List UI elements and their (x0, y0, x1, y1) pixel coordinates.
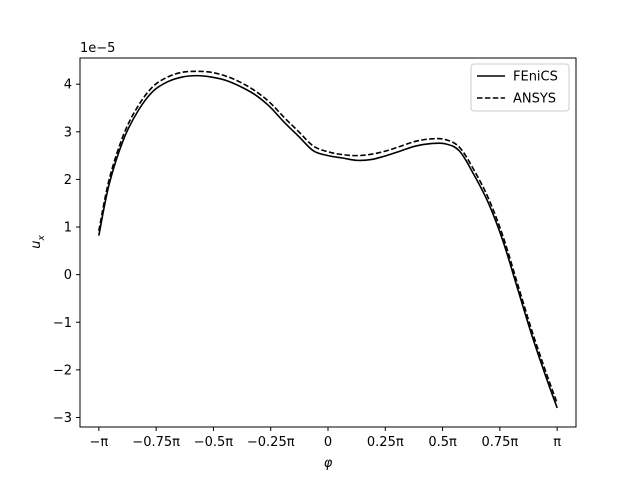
legend-label-ansys: ANSYS (513, 92, 556, 107)
x-tick-label: 0.25π (367, 435, 404, 450)
x-tick-label: 0.5π (428, 435, 457, 450)
y-tick-label: 3 (64, 125, 72, 140)
y-tick-label: −2 (53, 363, 72, 378)
x-axis-ticks: −π −0.75π −0.5π −0.25π 0 0.25π 0.5π 0.75π π (89, 427, 561, 450)
series-line-fenics (98, 74, 558, 409)
x-tick-label: −0.5π (194, 435, 234, 450)
y-tick-label: −1 (53, 316, 72, 331)
y-tick-label: −3 (53, 411, 72, 426)
x-tick-label: −π (89, 435, 108, 450)
plot-lines (98, 70, 558, 409)
x-tick-label: π (553, 435, 561, 450)
x-tick-label: −0.75π (132, 435, 180, 450)
y-axis-label-subscript: x (37, 235, 47, 242)
x-tick-label: −0.25π (247, 435, 295, 450)
y-axis-offset-label: 1e−5 (80, 41, 115, 56)
x-tick-label: 0.75π (481, 435, 518, 450)
x-axis-label: φ (324, 456, 333, 471)
series-line-ansys (98, 70, 558, 404)
legend-label-fenics: FEniCS (513, 70, 558, 85)
y-tick-label: 2 (64, 173, 72, 188)
y-tick-label: 4 (64, 78, 72, 93)
y-axis-ticks: −3 −2 −1 0 1 2 3 4 (53, 78, 80, 426)
axes-frame (79, 57, 577, 428)
y-tick-label: 0 (64, 268, 72, 283)
x-tick-label: 0 (324, 435, 332, 450)
y-axis-label: ux (29, 235, 47, 249)
y-axis-label-base: u (29, 241, 44, 249)
legend: FEniCS ANSYS (470, 63, 570, 112)
y-tick-label: 1 (64, 221, 72, 236)
